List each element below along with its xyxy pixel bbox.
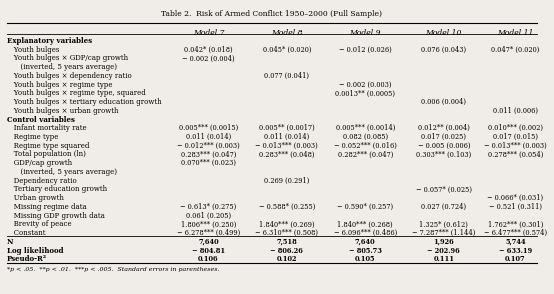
Text: 1.325* (0.612): 1.325* (0.612) [419,220,468,228]
Text: Brevity of peace: Brevity of peace [7,220,71,228]
Text: − 0.002 (0.003): − 0.002 (0.003) [339,81,392,88]
Text: Youth bulges × dependency ratio: Youth bulges × dependency ratio [7,72,131,80]
Text: 1,926: 1,926 [433,238,454,246]
Text: − 0.013*** (0.003): − 0.013*** (0.003) [484,142,547,150]
Text: 5,744: 5,744 [505,238,526,246]
Text: 0.0013** (0.0005): 0.0013** (0.0005) [335,89,396,97]
Text: Regime type: Regime type [7,133,58,141]
Text: Model 10: Model 10 [425,29,462,37]
Text: Model 8: Model 8 [271,29,302,37]
Text: 0.012** (0.004): 0.012** (0.004) [418,124,470,132]
Text: N: N [7,238,13,246]
Text: − 0.052*** (0.016): − 0.052*** (0.016) [334,142,397,150]
Text: 0.082 (0.085): 0.082 (0.085) [343,133,388,141]
Text: − 6.477*** (0.574): − 6.477*** (0.574) [484,229,547,237]
Text: 0.027 (0.724): 0.027 (0.724) [421,203,466,211]
Text: Log likelihood: Log likelihood [7,247,63,255]
Text: 7,640: 7,640 [355,238,376,246]
Text: 0.107: 0.107 [505,255,526,263]
Text: 0.017 (0.015): 0.017 (0.015) [493,133,538,141]
Text: Tertiary education growth: Tertiary education growth [7,186,107,193]
Text: 7,640: 7,640 [198,238,219,246]
Text: − 806.26: − 806.26 [270,247,303,255]
Text: 0.061 (0.205): 0.061 (0.205) [186,212,231,220]
Text: 0.017 (0.025): 0.017 (0.025) [421,133,466,141]
Text: 0.005** (0.0017): 0.005** (0.0017) [259,124,315,132]
Text: 0.106: 0.106 [198,255,219,263]
Text: 0.283*** (0.048): 0.283*** (0.048) [259,151,315,158]
Text: 0.005*** (0.0014): 0.005*** (0.0014) [336,124,395,132]
Text: − 0.012*** (0.003): − 0.012*** (0.003) [177,142,240,150]
Text: − 0.613* (0.275): − 0.613* (0.275) [180,203,237,211]
Text: Missing regime data: Missing regime data [7,203,86,211]
Text: − 0.588* (0.255): − 0.588* (0.255) [259,203,315,211]
Text: − 0.057* (0.025): − 0.057* (0.025) [416,186,472,193]
Text: Model 11: Model 11 [497,29,534,37]
Text: Youth bulges × tertiary education growth: Youth bulges × tertiary education growth [7,98,161,106]
Text: 0.303*** (0.103): 0.303*** (0.103) [416,151,471,158]
Text: 7,518: 7,518 [276,238,297,246]
Text: 0.269 (0.291): 0.269 (0.291) [264,177,310,185]
Text: Youth bulges × GDP/cap growth: Youth bulges × GDP/cap growth [7,54,128,62]
Text: 0.011 (0.006): 0.011 (0.006) [493,107,538,115]
Text: − 0.013*** (0.003): − 0.013*** (0.003) [255,142,318,150]
Text: 0.105: 0.105 [355,255,376,263]
Text: 1.840*** (0.269): 1.840*** (0.269) [259,220,315,228]
Text: (inverted, 5 years average): (inverted, 5 years average) [7,63,117,71]
Text: Infant mortality rate: Infant mortality rate [7,124,86,132]
Text: Missing GDP growth data: Missing GDP growth data [7,212,105,220]
Text: 0.283*** (0.047): 0.283*** (0.047) [181,151,236,158]
Text: 0.111: 0.111 [433,255,454,263]
Text: − 202.96: − 202.96 [427,247,460,255]
Text: (inverted, 5 years average): (inverted, 5 years average) [7,168,117,176]
Text: 1.806*** (0.250): 1.806*** (0.250) [181,220,236,228]
Text: Youth bulges: Youth bulges [7,46,59,54]
Text: Explanatory variables: Explanatory variables [7,37,92,45]
Text: − 0.002 (0.004): − 0.002 (0.004) [182,54,235,62]
Text: 0.005*** (0.0015): 0.005*** (0.0015) [179,124,238,132]
Text: − 0.012 (0.026): − 0.012 (0.026) [339,46,392,54]
Text: Dependency ratio: Dependency ratio [7,177,76,185]
Text: 0.042* (0.018): 0.042* (0.018) [184,46,233,54]
Text: − 0.005 (0.006): − 0.005 (0.006) [418,142,470,150]
Text: Model 9: Model 9 [350,29,381,37]
Text: − 805.73: − 805.73 [349,247,382,255]
Text: 0.077 (0.041): 0.077 (0.041) [264,72,309,80]
Text: 0.045* (0.020): 0.045* (0.020) [263,46,311,54]
Text: Total population (ln): Total population (ln) [7,151,86,158]
Text: 0.070*** (0.023): 0.070*** (0.023) [181,159,236,167]
Text: Urban growth: Urban growth [7,194,64,202]
Text: − 804.81: − 804.81 [192,247,225,255]
Text: Table 2.  Risk of Armed Conflict 1950–2000 (Full Sample): Table 2. Risk of Armed Conflict 1950–200… [161,10,382,18]
Text: Model 7: Model 7 [193,29,224,37]
Text: 0.278*** (0.054): 0.278*** (0.054) [488,151,543,158]
Text: 1.840*** (0.268): 1.840*** (0.268) [337,220,393,228]
Text: − 0.521 (0.311): − 0.521 (0.311) [489,203,542,211]
Text: 0.047* (0.020): 0.047* (0.020) [491,46,540,54]
Text: 0.282*** (0.047): 0.282*** (0.047) [337,151,393,158]
Text: − 6.310*** (0.508): − 6.310*** (0.508) [255,229,319,237]
Text: Youth bulges × regime type: Youth bulges × regime type [7,81,112,88]
Text: Constant: Constant [7,229,45,237]
Text: 0.006 (0.004): 0.006 (0.004) [421,98,466,106]
Text: − 6.278*** (0.499): − 6.278*** (0.499) [177,229,240,237]
Text: 0.010*** (0.002): 0.010*** (0.002) [488,124,543,132]
Text: 0.011 (0.014): 0.011 (0.014) [186,133,231,141]
Text: − 633.19: − 633.19 [499,247,532,255]
Text: − 0.590* (0.257): − 0.590* (0.257) [337,203,393,211]
Text: Regime type squared: Regime type squared [7,142,89,150]
Text: Youth bulges × urban growth: Youth bulges × urban growth [7,107,119,115]
Text: *p < .05.  **p < .01.  ***p < .005.  Standard errors in parentheses.: *p < .05. **p < .01. ***p < .005. Standa… [7,267,219,272]
Text: 0.102: 0.102 [276,255,297,263]
Text: 0.076 (0.043): 0.076 (0.043) [421,46,466,54]
Text: GDP/cap growth: GDP/cap growth [7,159,72,167]
Text: 1.762*** (0.301): 1.762*** (0.301) [488,220,543,228]
Text: − 6.096*** (0.486): − 6.096*** (0.486) [334,229,397,237]
Text: − 7.287*** (1.144): − 7.287*** (1.144) [412,229,475,237]
Text: Pseudo-R²: Pseudo-R² [7,255,47,263]
Text: Youth bulges × regime type, squared: Youth bulges × regime type, squared [7,89,146,97]
Text: − 0.066* (0.031): − 0.066* (0.031) [488,194,543,202]
Text: 0.011 (0.014): 0.011 (0.014) [264,133,310,141]
Text: Control variables: Control variables [7,116,75,123]
